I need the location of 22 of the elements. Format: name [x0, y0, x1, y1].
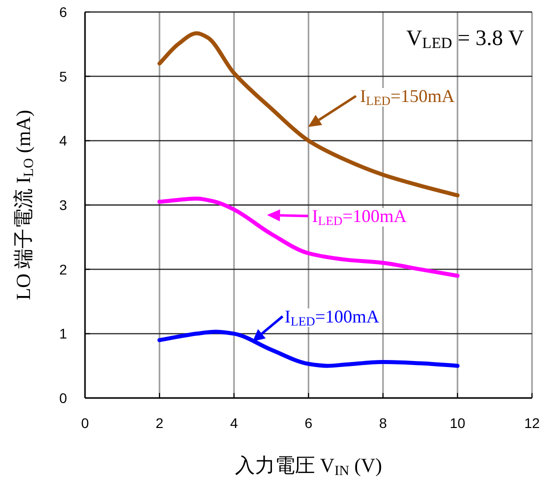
x-tick-label: 0 [81, 415, 90, 431]
x-axis-title: 入力電圧 V$_{IN}$ (V) [235, 455, 382, 479]
annotation: I$_{LED}$=100mA [312, 206, 407, 228]
y-tick-label: 2 [59, 261, 68, 278]
annotation: I$_{LED}$=150mA [360, 86, 455, 108]
annotation: V$_{LED}$ = 3.8 V [406, 25, 524, 52]
y-tick-label: 6 [59, 4, 68, 20]
line-series [158, 330, 460, 368]
y-tick-label: 1 [59, 326, 68, 342]
line-series [158, 196, 460, 278]
y-tick-label: 5 [59, 68, 68, 84]
x-tick-label: 4 [230, 415, 238, 431]
x-tick-label: 6 [304, 415, 313, 431]
x-tick-label: 2 [156, 415, 164, 431]
y-tick-label: 0 [59, 390, 68, 406]
y-tick-label: 3 [59, 197, 68, 213]
x-tick-label: 8 [379, 415, 388, 431]
annotation: I$_{LED}$=100mA [284, 306, 380, 328]
x-tick-label: 12 [524, 415, 540, 431]
x-tick-label: 10 [450, 415, 466, 431]
y-tick-label: 4 [59, 132, 68, 149]
line-series [158, 31, 460, 198]
